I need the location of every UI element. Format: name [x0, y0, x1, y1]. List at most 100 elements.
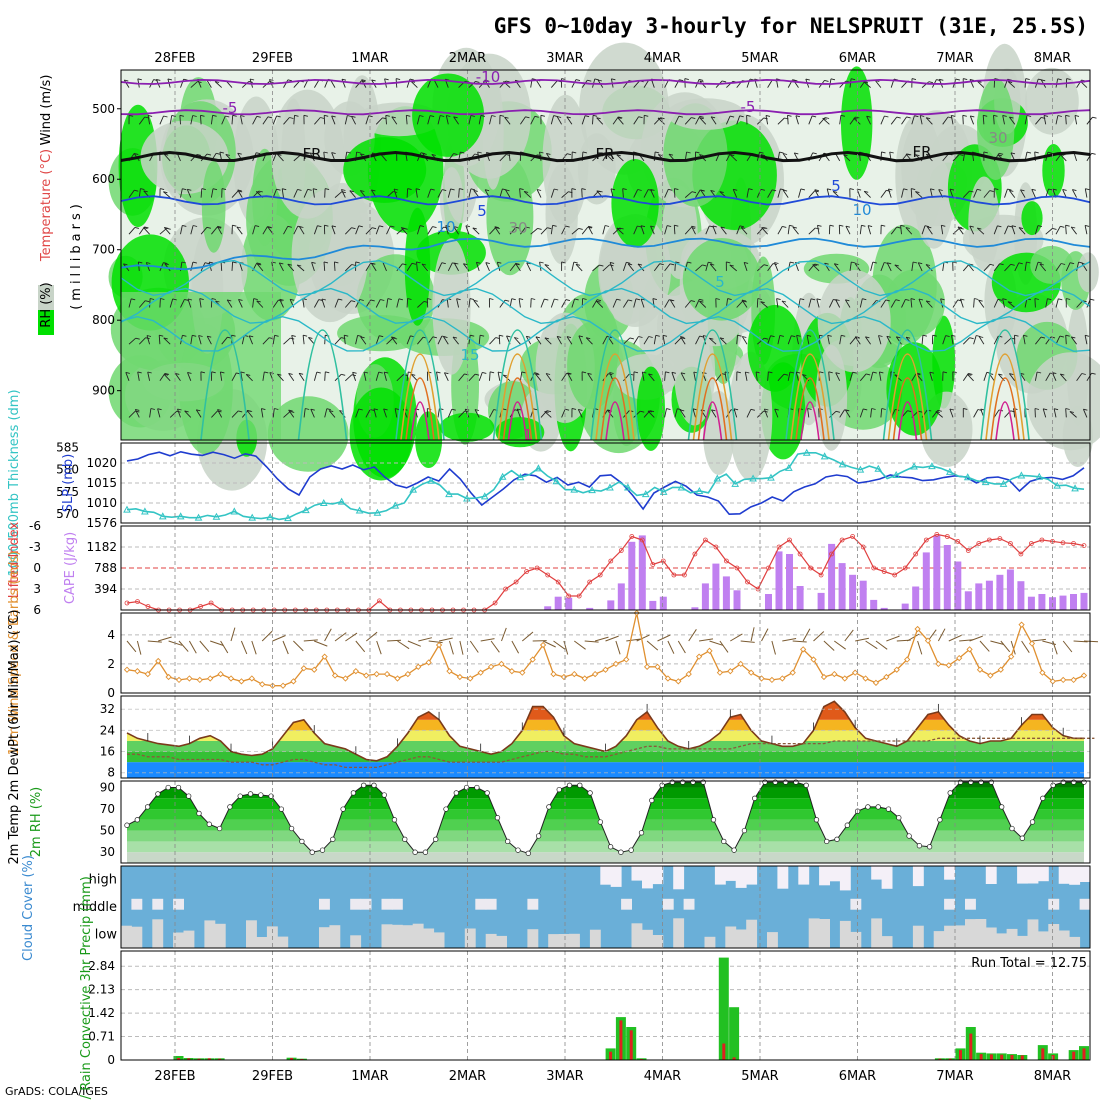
wind-barb — [376, 640, 382, 655]
temperature-contour — [882, 329, 933, 441]
slp-thickness-panel — [121, 448, 1090, 522]
wind-barb-flag — [445, 225, 450, 228]
wind-barb-flag — [692, 408, 698, 411]
wind-barb-flag — [316, 371, 321, 374]
wind-barb — [693, 371, 696, 381]
wind-barb-flag — [297, 264, 302, 267]
wind-speed-point — [956, 654, 963, 662]
wind-tick-label: 0 — [107, 686, 115, 700]
wind-barb-flag — [690, 300, 696, 303]
wind-barb — [355, 299, 361, 308]
wind-barb-flag — [709, 225, 714, 228]
wind-barb — [363, 371, 367, 381]
wind-speed-point — [571, 670, 578, 678]
wind-barb — [741, 336, 748, 345]
wind-barb-flag — [519, 188, 524, 191]
precip-tick-label: 2.84 — [88, 959, 115, 973]
wind-barb-flag — [359, 299, 364, 301]
wind-barb-flag — [907, 410, 912, 413]
wind-barb-flag — [237, 189, 242, 192]
wind-barb-flag — [816, 298, 821, 301]
wind-barb — [199, 640, 210, 653]
wind-barb-flag — [294, 114, 299, 117]
wind-barb-flag — [358, 408, 363, 411]
wind-barb-flag — [545, 373, 551, 375]
wind-barb-flag — [227, 299, 232, 302]
wind-barb-flag — [171, 114, 176, 117]
wind-barb — [163, 227, 171, 235]
wind-barb-flag — [357, 334, 362, 337]
rh-point — [319, 847, 326, 853]
lifted-index-point — [587, 579, 593, 585]
wind-barb — [400, 227, 408, 235]
wind-barb-flag — [757, 298, 762, 300]
wind-barb — [147, 640, 162, 643]
wind-barb-flag — [393, 188, 399, 191]
cloud-clear-low — [673, 918, 685, 948]
wind-barb — [1059, 373, 1067, 382]
wind-barb-flag — [470, 188, 476, 191]
wind-barb — [291, 335, 295, 345]
wind-barb-flag — [779, 151, 784, 154]
wind-barb-flag — [969, 190, 974, 193]
lifted-index-point — [608, 558, 614, 564]
wind-barb — [1020, 189, 1026, 198]
contour-label: 1 — [523, 426, 533, 444]
wind-barb — [695, 189, 701, 198]
wind-barb-flag — [442, 189, 447, 192]
wind-speed-point — [404, 670, 411, 678]
wind-speed-point — [550, 670, 557, 678]
wind-barb-flag — [827, 334, 832, 337]
wind-barb — [929, 372, 933, 381]
wind-barb — [926, 226, 933, 235]
wind-barb — [792, 640, 807, 643]
wind-barb-flag — [802, 374, 807, 377]
wind-barb-flag — [592, 114, 598, 117]
wind-speed-point — [935, 660, 942, 668]
wind-barb-flag — [633, 371, 639, 374]
cape-bar — [617, 583, 625, 610]
cape-bar — [796, 586, 804, 610]
wind-barb — [513, 337, 521, 345]
cloud-clear-low — [631, 923, 643, 948]
thickness-point — [785, 463, 793, 471]
wind-barb-flag — [962, 114, 967, 117]
temperature-contour — [120, 109, 1091, 116]
rh-point — [782, 779, 789, 785]
thickness-point — [749, 474, 757, 482]
wind-barb-flag — [1069, 411, 1075, 413]
wind-barb — [895, 336, 902, 345]
wind-barb — [535, 79, 542, 88]
wind-barb — [973, 335, 977, 345]
wind-barb — [283, 79, 289, 88]
precip-convective-bar — [1072, 1051, 1076, 1060]
cloud-clear-low — [1048, 924, 1060, 948]
wind-barb — [969, 635, 983, 642]
wind-barb-flag — [143, 227, 148, 230]
wind-barb — [917, 262, 923, 272]
lifted-index-point — [1039, 537, 1045, 543]
wind-barb — [839, 115, 842, 125]
rh-point — [525, 850, 531, 856]
wind-speed-point — [602, 666, 609, 673]
cape-bar — [1070, 594, 1077, 610]
wind-barb-flag — [771, 189, 777, 192]
wind-barb — [365, 115, 370, 125]
cape-bar — [933, 535, 941, 610]
panel-frames — [120, 69, 1091, 1061]
wind-barb-flag — [331, 115, 336, 118]
wind-barb — [200, 188, 203, 198]
wind-barb — [1055, 226, 1061, 235]
wind-barb-flag — [1011, 225, 1017, 228]
wind-speed-line — [126, 612, 1085, 687]
wind-barb — [200, 115, 202, 125]
contour-label: -5 — [741, 98, 756, 116]
wind-speed-point — [238, 678, 245, 685]
wind-barb — [1034, 225, 1039, 235]
wind-barb-flag — [665, 371, 670, 374]
rh-point — [566, 782, 573, 788]
wind-barb — [1070, 336, 1077, 345]
rh-point — [793, 779, 799, 785]
wind-barb-flag — [976, 188, 982, 191]
